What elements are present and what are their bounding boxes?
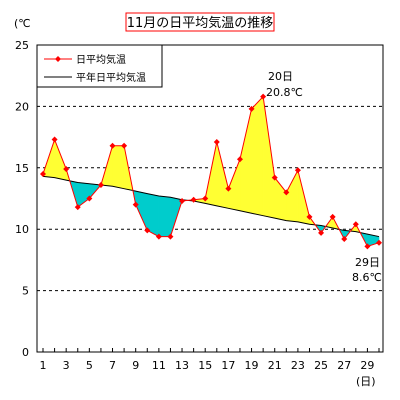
x-tick-label: 15 bbox=[198, 359, 212, 372]
legend-marker-daily bbox=[55, 56, 61, 62]
title-text: 11月の日平均気温の推移 bbox=[127, 15, 274, 31]
legend-box bbox=[36, 44, 163, 88]
y-unit-label: (℃ bbox=[14, 17, 31, 30]
y-tick-label: 20 bbox=[15, 100, 29, 113]
x-tick-label: 25 bbox=[314, 359, 328, 372]
data-point bbox=[318, 229, 325, 236]
data-point bbox=[341, 236, 348, 243]
data-point bbox=[329, 213, 336, 220]
x-tick-label: 3 bbox=[63, 359, 70, 372]
y-tick-label: 15 bbox=[15, 162, 29, 175]
data-point bbox=[236, 156, 243, 163]
data-point bbox=[121, 142, 128, 149]
series-line-daily bbox=[42, 95, 380, 247]
annotation-max-value: 20.8℃ bbox=[266, 86, 303, 99]
x-tick-label: 27 bbox=[337, 359, 351, 372]
data-point bbox=[144, 227, 151, 234]
data-point bbox=[248, 105, 255, 112]
x-tick-label: 9 bbox=[132, 359, 139, 372]
data-point bbox=[40, 170, 46, 177]
title-box bbox=[125, 12, 275, 32]
annotation-last: 29日 8.6℃ bbox=[352, 256, 382, 284]
data-point bbox=[376, 239, 382, 246]
y-axis: 0 5 10 15 20 25 bbox=[15, 39, 29, 359]
data-point bbox=[271, 174, 278, 181]
x-tick-label: 29 bbox=[360, 359, 374, 372]
x-tick-label: 17 bbox=[221, 359, 235, 372]
annotation-last-day: 29日 bbox=[355, 256, 380, 269]
data-point bbox=[283, 189, 290, 196]
gridlines bbox=[37, 105, 383, 292]
data-point bbox=[179, 197, 186, 204]
x-tick-label: 1 bbox=[40, 359, 47, 372]
daily-markers bbox=[40, 93, 382, 250]
data-point bbox=[51, 136, 58, 143]
x-tick-label: 11 bbox=[152, 359, 166, 372]
data-point bbox=[352, 221, 359, 228]
data-point bbox=[202, 195, 209, 202]
data-point bbox=[190, 196, 197, 203]
y-tick-label: 25 bbox=[15, 39, 29, 52]
y-tick-label: 0 bbox=[22, 346, 29, 359]
data-point bbox=[86, 195, 93, 202]
fill-below-normal bbox=[158, 195, 171, 237]
data-point bbox=[63, 166, 70, 173]
data-point bbox=[74, 204, 81, 211]
y-tick-label: 5 bbox=[22, 285, 29, 298]
data-point bbox=[364, 243, 371, 250]
x-unit-label: (日) bbox=[356, 375, 376, 388]
data-point bbox=[306, 213, 313, 220]
data-point bbox=[155, 233, 162, 240]
x-tick-label: 19 bbox=[245, 359, 259, 372]
annotation-max: 20日 20.8℃ bbox=[266, 70, 303, 99]
legend: 日平均気温 平年日平均気温 bbox=[36, 44, 163, 88]
x-tick-label: 5 bbox=[86, 359, 93, 372]
fill-above-normal bbox=[251, 95, 264, 216]
annotation-max-day: 20日 bbox=[268, 70, 293, 83]
data-point bbox=[167, 233, 174, 240]
x-tick-label: 21 bbox=[268, 359, 282, 372]
data-point bbox=[260, 93, 267, 100]
legend-label-daily: 日平均気温 bbox=[76, 53, 126, 66]
data-point bbox=[225, 185, 232, 192]
fill-above-normal bbox=[112, 145, 125, 189]
x-tick-label: 23 bbox=[291, 359, 305, 372]
annotation-last-value: 8.6℃ bbox=[352, 271, 382, 284]
x-tick-label: 13 bbox=[175, 359, 189, 372]
data-point bbox=[132, 201, 139, 208]
chart-title: 11月の日平均気温の推移 bbox=[125, 12, 275, 32]
data-point bbox=[109, 142, 116, 149]
x-axis: 1 3 5 7 9 11 13 15 17 19 21 23 25 27 29 bbox=[40, 348, 380, 372]
x-tick-label: 7 bbox=[109, 359, 116, 372]
data-point bbox=[97, 181, 104, 188]
y-tick-label: 10 bbox=[15, 223, 29, 236]
legend-label-normal: 平年日平均気温 bbox=[76, 71, 146, 84]
data-point bbox=[213, 139, 220, 146]
data-point bbox=[294, 167, 301, 174]
